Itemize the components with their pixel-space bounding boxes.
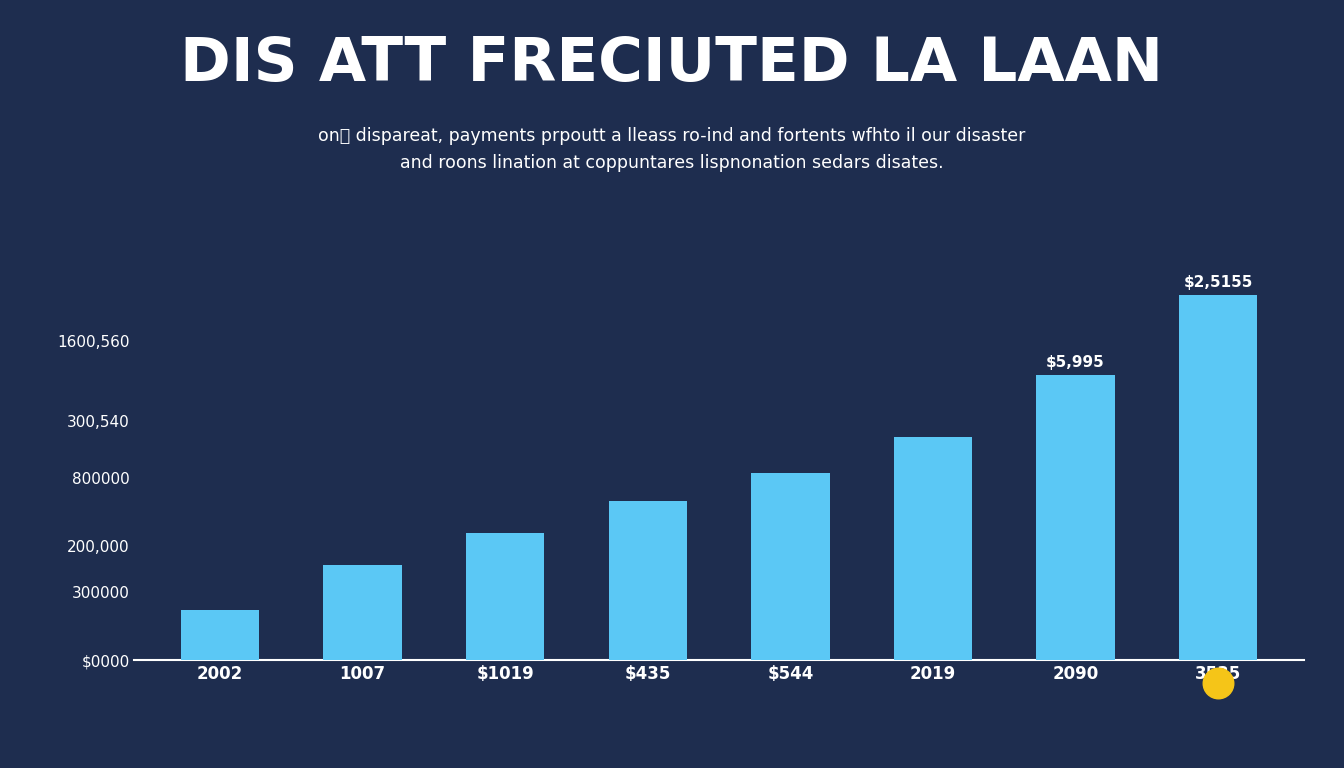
- Text: and roons lination at coppuntares lispnonation sedars disates.: and roons lination at coppuntares lispno…: [401, 154, 943, 171]
- Text: Use Frederick Enchinctal Vland 0.03- 2010 netliatican's perfctea' Yoil can Delay: Use Frederick Enchinctal Vland 0.03- 201…: [27, 713, 567, 723]
- Bar: [1179, 296, 1258, 660]
- Bar: [324, 564, 402, 660]
- Text: DIS ATT FRECIUTED LA LAAN: DIS ATT FRECIUTED LA LAAN: [180, 35, 1164, 94]
- Text: Payment or Phonds using 304 Hounbor. Sitort, Colloot a (1994 2011).: Payment or Phonds using 304 Hounbor. Sit…: [27, 741, 413, 752]
- Bar: [751, 473, 829, 660]
- Bar: [1036, 376, 1114, 660]
- Text: $5,995: $5,995: [1046, 355, 1105, 369]
- Text: $2,5155: $2,5155: [1184, 275, 1253, 290]
- Bar: [894, 437, 972, 660]
- Text: on˰ dispareat, payments prpoutt a lleass ro-ind and fortents wfhto il our disast: on˰ dispareat, payments prpoutt a lleass…: [319, 127, 1025, 144]
- Bar: [609, 501, 687, 660]
- Bar: [180, 611, 259, 660]
- Bar: [466, 533, 544, 660]
